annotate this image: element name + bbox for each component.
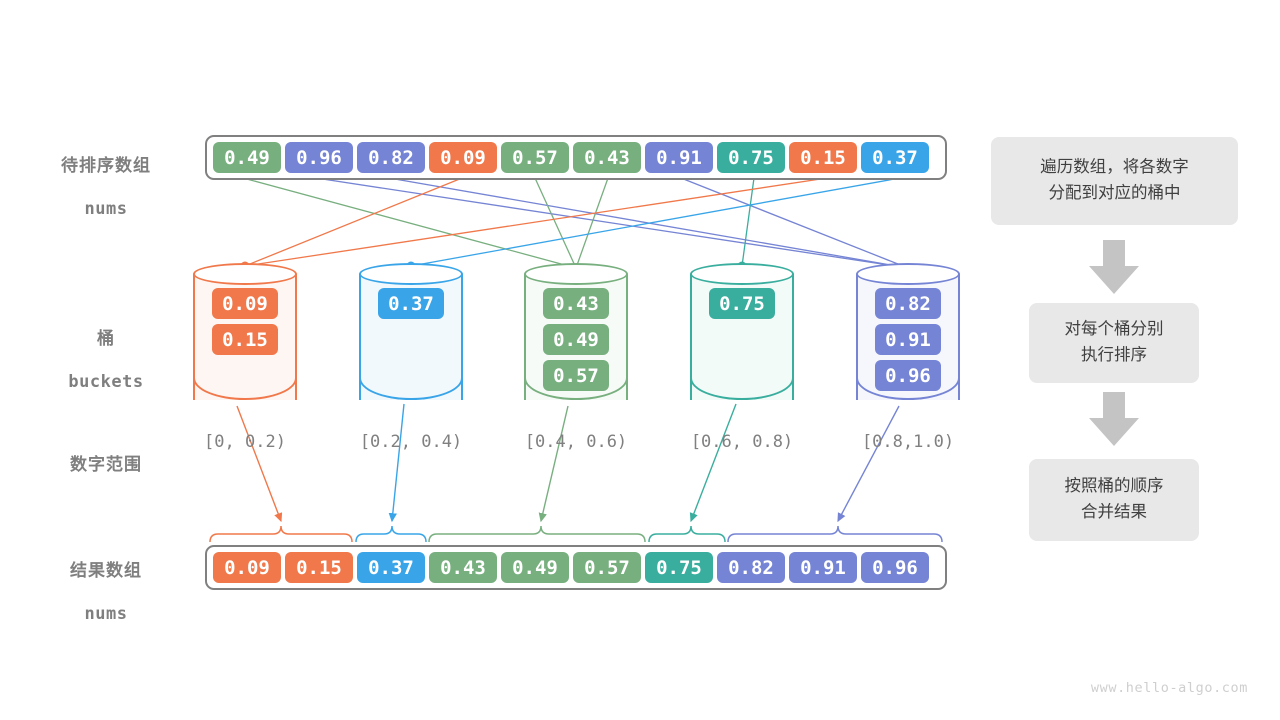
label-buckets: 桶 buckets bbox=[16, 307, 196, 414]
label-result-array: 结果数组 nums bbox=[16, 539, 196, 646]
label-input-array-cn: 待排序数组 bbox=[61, 155, 151, 175]
bucket-item: 0.96 bbox=[875, 360, 941, 391]
input-array: 0.49 0.96 0.82 0.09 0.57 0.43 0.91 0.75 0.15 0.37 bbox=[205, 135, 947, 180]
input-array-cell: 0.43 bbox=[573, 142, 641, 173]
note-distribute: 遍历数组，将各数字 分配到对应的桶中 bbox=[991, 137, 1238, 225]
bucket-5: 0.82 0.91 0.96 bbox=[856, 263, 960, 411]
range-label-bucket-3: [0.4, 0.6) bbox=[524, 432, 628, 452]
bucket-items: 0.09 0.15 bbox=[193, 288, 297, 360]
bucket-2: 0.37 bbox=[359, 263, 463, 411]
bucket-items: 0.75 bbox=[690, 288, 794, 324]
bucket-items: 0.37 bbox=[359, 288, 463, 324]
note-merge-results-text: 按照桶的顺序 合并结果 bbox=[1064, 477, 1164, 521]
label-result-array-mono: nums bbox=[84, 603, 128, 624]
bucket-top-cap bbox=[856, 263, 960, 285]
note-sort-each-bucket: 对每个桶分别 执行排序 bbox=[1029, 303, 1199, 383]
input-array-cell: 0.57 bbox=[501, 142, 569, 173]
bucket-1: 0.09 0.15 bbox=[193, 263, 297, 411]
label-input-array-mono: nums bbox=[84, 198, 128, 219]
note-sort-each-bucket-text: 对每个桶分别 执行排序 bbox=[1064, 320, 1164, 364]
bucket-top-cap bbox=[359, 263, 463, 285]
result-array-cell: 0.15 bbox=[285, 552, 353, 583]
range-label-bucket-5: [0.8,1.0) bbox=[861, 432, 955, 452]
bucket-item: 0.91 bbox=[875, 324, 941, 355]
note-distribute-text: 遍历数组，将各数字 分配到对应的桶中 bbox=[1040, 158, 1189, 202]
bucket-top-cap bbox=[690, 263, 794, 285]
range-label-bucket-2: [0.2, 0.4) bbox=[359, 432, 463, 452]
bucket-item: 0.15 bbox=[212, 324, 278, 355]
bucket-top-cap bbox=[193, 263, 297, 285]
bucket-3: 0.43 0.49 0.57 bbox=[524, 263, 628, 411]
range-label-bucket-1: [0, 0.2) bbox=[204, 432, 286, 452]
result-array-cell: 0.91 bbox=[789, 552, 857, 583]
input-array-cell: 0.49 bbox=[213, 142, 281, 173]
bucket-item: 0.37 bbox=[378, 288, 444, 319]
result-array-cell: 0.43 bbox=[429, 552, 497, 583]
result-array-cell: 0.49 bbox=[501, 552, 569, 583]
input-array-cell: 0.82 bbox=[357, 142, 425, 173]
result-array-cell: 0.09 bbox=[213, 552, 281, 583]
result-array-cell: 0.57 bbox=[573, 552, 641, 583]
result-array: 0.09 0.15 0.37 0.43 0.49 0.57 0.75 0.82 0.91 0.96 bbox=[205, 545, 947, 590]
input-array-cell: 0.96 bbox=[285, 142, 353, 173]
range-label-bucket-4: [0.6, 0.8) bbox=[690, 432, 794, 452]
label-number-range: 数字范围 bbox=[16, 433, 196, 497]
label-input-array: 待排序数组 nums bbox=[16, 134, 196, 241]
label-number-range-cn: 数字范围 bbox=[70, 454, 142, 474]
result-array-cell: 0.37 bbox=[357, 552, 425, 583]
result-array-cell: 0.75 bbox=[645, 552, 713, 583]
bucket-4: 0.75 bbox=[690, 263, 794, 411]
result-array-cell: 0.82 bbox=[717, 552, 785, 583]
label-buckets-mono: buckets bbox=[68, 371, 144, 392]
bucket-item: 0.75 bbox=[709, 288, 775, 319]
label-result-array-cn: 结果数组 bbox=[70, 560, 142, 580]
result-array-cell: 0.96 bbox=[861, 552, 929, 583]
input-array-cell: 0.15 bbox=[789, 142, 857, 173]
bucket-item: 0.43 bbox=[543, 288, 609, 319]
input-array-cell: 0.09 bbox=[429, 142, 497, 173]
input-array-cell: 0.91 bbox=[645, 142, 713, 173]
label-buckets-cn: 桶 bbox=[97, 328, 115, 348]
down-arrow-icon-1 bbox=[1089, 240, 1139, 294]
bucket-item: 0.09 bbox=[212, 288, 278, 319]
bucket-item: 0.82 bbox=[875, 288, 941, 319]
input-array-cell: 0.75 bbox=[717, 142, 785, 173]
bucket-item: 0.57 bbox=[543, 360, 609, 391]
note-merge-results: 按照桶的顺序 合并结果 bbox=[1029, 459, 1199, 541]
input-array-cell: 0.37 bbox=[861, 142, 929, 173]
bucket-items: 0.82 0.91 0.96 bbox=[856, 288, 960, 396]
bucket-item: 0.49 bbox=[543, 324, 609, 355]
bucket-top-cap bbox=[524, 263, 628, 285]
watermark: www.hello-algo.com bbox=[1090, 680, 1248, 696]
bucket-items: 0.43 0.49 0.57 bbox=[524, 288, 628, 396]
down-arrow-icon-2 bbox=[1089, 392, 1139, 446]
